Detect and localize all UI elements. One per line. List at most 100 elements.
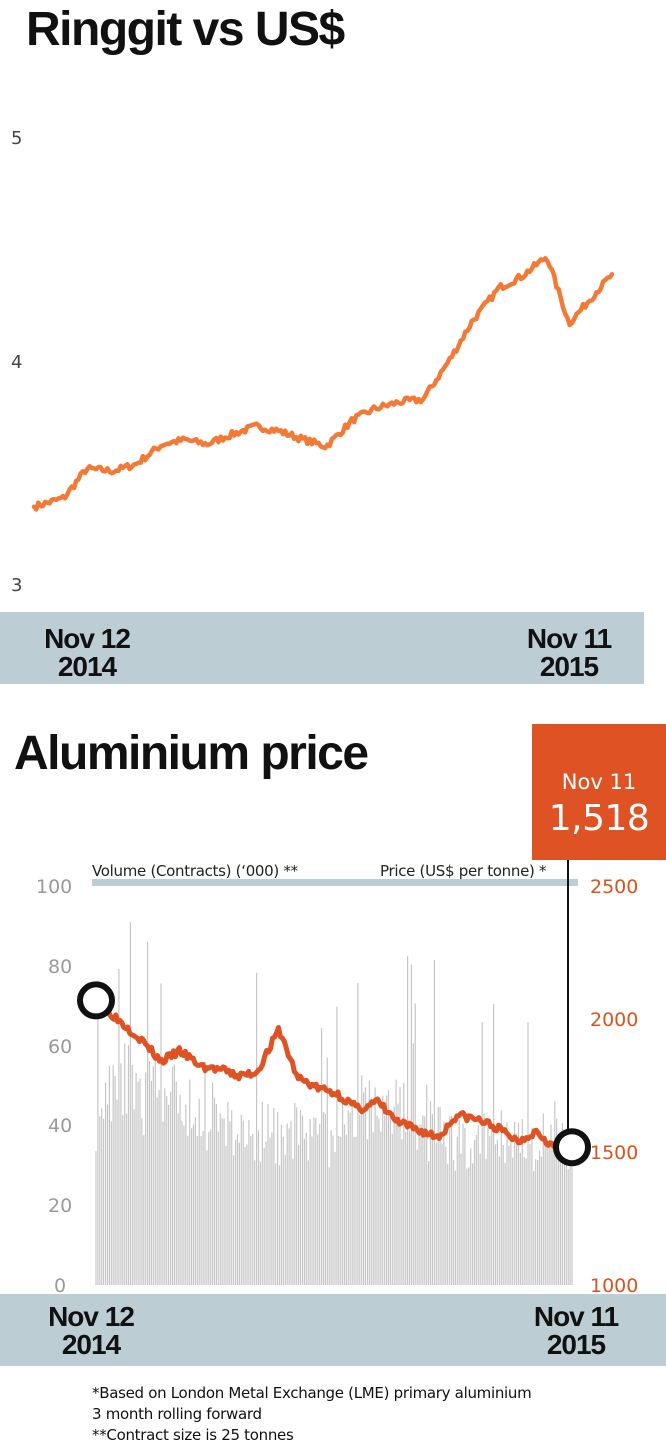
volume-bar bbox=[162, 1121, 164, 1285]
volume-bar bbox=[313, 1117, 315, 1285]
ringgit-ytick-4: 4 bbox=[11, 352, 23, 373]
volume-bar bbox=[529, 1144, 531, 1285]
volume-bar bbox=[330, 1130, 332, 1285]
volume-bar bbox=[364, 1087, 367, 1285]
volume-bar bbox=[460, 1153, 462, 1285]
volume-bar bbox=[223, 1118, 225, 1285]
volume-bar bbox=[441, 1143, 443, 1285]
volume-bar bbox=[366, 1139, 369, 1285]
volume-bar bbox=[554, 1101, 556, 1285]
aluminium-end-month-day: Nov 11 bbox=[533, 1301, 619, 1332]
aluminium-end-year: 2015 bbox=[546, 1329, 606, 1360]
volume-bar bbox=[477, 1125, 479, 1285]
volume-bar bbox=[328, 1167, 330, 1285]
volume-bar bbox=[250, 1136, 252, 1285]
volume-bar bbox=[546, 1140, 548, 1285]
volume-bar bbox=[219, 1113, 221, 1285]
volume-bar bbox=[296, 1107, 298, 1285]
volume-bar bbox=[238, 1142, 240, 1285]
volume-bar bbox=[275, 1163, 277, 1285]
volume-bar bbox=[148, 1060, 151, 1285]
volume-bar bbox=[565, 1147, 567, 1285]
volume-bar bbox=[479, 1153, 481, 1285]
axis-header-rule bbox=[92, 879, 578, 886]
price-line-layer bbox=[93, 997, 575, 1155]
volume-bar bbox=[338, 1135, 340, 1285]
ringgit-rate-line bbox=[31, 256, 615, 512]
volume-bar bbox=[342, 1099, 344, 1285]
volume-bar bbox=[127, 1045, 130, 1285]
volume-bar bbox=[139, 1078, 141, 1285]
volume-bar bbox=[451, 1115, 453, 1285]
volume-bar bbox=[472, 1163, 474, 1285]
volume-bar bbox=[389, 1111, 391, 1285]
volume-bar bbox=[399, 1087, 401, 1285]
volume-bar bbox=[233, 1155, 235, 1285]
volume-bar bbox=[242, 1120, 244, 1285]
volume-bar bbox=[208, 1131, 210, 1285]
volume-bar bbox=[166, 1096, 168, 1285]
volume-bar bbox=[412, 1043, 414, 1285]
volume-bar bbox=[164, 1088, 166, 1285]
volume-ytick-60: 60 bbox=[48, 1036, 73, 1058]
volume-bar bbox=[397, 1103, 399, 1285]
volume-bar bbox=[504, 1162, 506, 1285]
callout-value: 1,518 bbox=[548, 798, 650, 839]
volume-bar bbox=[414, 1003, 416, 1285]
volume-bar bbox=[324, 1113, 326, 1285]
volume-bar bbox=[426, 1084, 428, 1285]
volume-bar bbox=[145, 1072, 147, 1285]
volume-bar bbox=[531, 1127, 533, 1285]
volume-bar bbox=[309, 1119, 311, 1285]
volume-bar bbox=[493, 1003, 495, 1285]
volume-bar bbox=[523, 1156, 525, 1285]
volume-bar bbox=[376, 1115, 378, 1285]
volume-bar bbox=[106, 1104, 109, 1285]
volume-bar bbox=[351, 1103, 353, 1285]
volume-bar bbox=[470, 1148, 472, 1285]
volume-bar bbox=[173, 1064, 175, 1285]
volume-bar bbox=[257, 1130, 260, 1285]
volume-bar bbox=[535, 1159, 537, 1285]
axis-header-bar bbox=[92, 879, 578, 886]
volume-bar bbox=[191, 1128, 193, 1285]
volume-bar bbox=[502, 1145, 504, 1285]
volume-bar bbox=[108, 1065, 110, 1285]
volume-bar bbox=[487, 1127, 489, 1285]
volume-bar bbox=[254, 1160, 256, 1285]
volume-bar bbox=[212, 1082, 214, 1285]
ringgit-date-band bbox=[0, 612, 644, 684]
volume-bar bbox=[407, 956, 409, 1285]
volume-bar bbox=[282, 1136, 284, 1285]
volume-bar bbox=[192, 1124, 195, 1285]
volume-bar bbox=[368, 1080, 370, 1285]
volume-bar bbox=[294, 1102, 296, 1285]
volume-bar bbox=[473, 1139, 476, 1285]
volume-bar bbox=[481, 1021, 483, 1285]
footnote-rolling: 3 month rolling forward bbox=[92, 1405, 262, 1423]
volume-bar bbox=[401, 1139, 403, 1285]
volume-bar bbox=[259, 1161, 261, 1285]
volume-bar bbox=[326, 1057, 328, 1285]
volume-bar bbox=[235, 1139, 237, 1285]
volume-bar bbox=[319, 1123, 321, 1285]
volume-bar bbox=[569, 1148, 571, 1285]
volume-bar bbox=[567, 1169, 569, 1285]
volume-bar bbox=[126, 1113, 128, 1285]
volume-ytick-20: 20 bbox=[48, 1195, 73, 1217]
volume-bar bbox=[508, 1145, 510, 1285]
volume-bar bbox=[181, 1120, 183, 1285]
volume-bar bbox=[137, 1081, 139, 1285]
volume-bar bbox=[152, 1066, 154, 1285]
volume-bar bbox=[514, 1121, 516, 1285]
ringgit-start-date: Nov 12 2014 bbox=[24, 625, 150, 681]
volume-bar bbox=[131, 1065, 133, 1285]
volume-bar bbox=[240, 1114, 242, 1285]
volume-bar bbox=[246, 1144, 248, 1285]
volume-bar bbox=[561, 1123, 563, 1285]
volume-bar bbox=[496, 1139, 498, 1285]
footnotes: *Based on London Metal Exchange (LME) pr… bbox=[92, 1383, 532, 1446]
aluminium-date-band bbox=[0, 1294, 666, 1366]
volume-bar bbox=[187, 1135, 189, 1285]
